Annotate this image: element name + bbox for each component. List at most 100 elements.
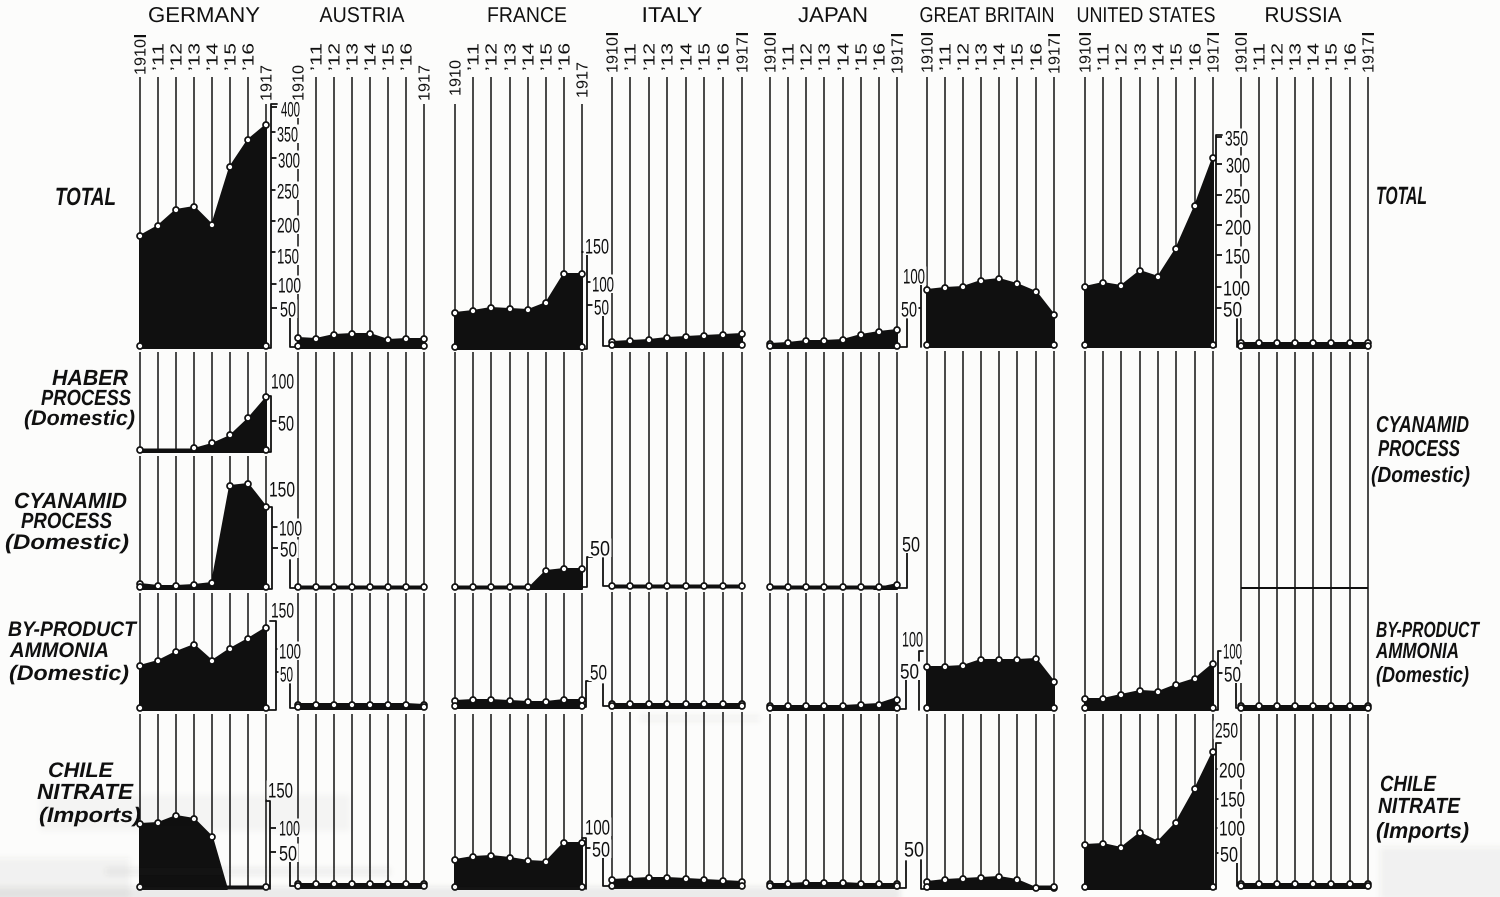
svg-text:PROCESS: PROCESS	[21, 508, 112, 533]
svg-text:FRANCE: FRANCE	[487, 3, 567, 27]
svg-text:100: 100	[271, 371, 294, 394]
svg-text:’16: ’16	[1188, 43, 1205, 71]
svg-text:1917: 1917	[575, 62, 592, 98]
svg-text:250: 250	[1215, 720, 1238, 743]
svg-text:1917: 1917	[1361, 37, 1378, 73]
svg-text:250: 250	[277, 181, 299, 204]
svg-text:CYANAMID: CYANAMID	[14, 488, 127, 513]
svg-text:50: 50	[1223, 299, 1242, 322]
svg-text:’15: ’15	[1324, 43, 1341, 71]
svg-text:’16: ’16	[1029, 43, 1046, 71]
svg-text:150: 150	[277, 246, 299, 269]
svg-text:BY-PRODUCT: BY-PRODUCT	[1376, 617, 1480, 642]
svg-text:’13: ’13	[187, 43, 204, 71]
svg-text:NITRATE: NITRATE	[1378, 793, 1461, 818]
svg-text:(Imports): (Imports)	[1376, 818, 1469, 843]
svg-text:(Domestic): (Domestic)	[5, 531, 129, 554]
svg-text:1917: 1917	[735, 37, 752, 73]
svg-text:100: 100	[279, 518, 302, 541]
svg-text:100: 100	[903, 266, 925, 289]
svg-text:CYANAMID: CYANAMID	[1376, 411, 1469, 437]
svg-text:’14: ’14	[836, 43, 853, 71]
svg-text:ITALY: ITALY	[642, 3, 703, 27]
svg-text:’11: ’11	[466, 43, 483, 71]
svg-text:150: 150	[271, 600, 294, 623]
svg-text:350: 350	[277, 124, 298, 147]
svg-text:’11: ’11	[309, 43, 326, 71]
svg-text:200: 200	[1219, 760, 1245, 783]
svg-text:50: 50	[1220, 844, 1238, 867]
svg-text:’16: ’16	[872, 43, 889, 71]
svg-text:1910: 1910	[920, 37, 937, 73]
svg-text:(Imports): (Imports)	[39, 804, 141, 827]
svg-text:’14: ’14	[992, 43, 1009, 71]
svg-text:CHILE: CHILE	[48, 759, 114, 782]
svg-text:100: 100	[1223, 641, 1242, 664]
svg-text:100: 100	[279, 641, 301, 664]
svg-text:50: 50	[279, 843, 297, 866]
svg-text:’14: ’14	[363, 43, 380, 71]
svg-text:’13: ’13	[974, 43, 991, 71]
svg-text:BY-PRODUCT: BY-PRODUCT	[8, 618, 138, 641]
svg-text:JAPAN: JAPAN	[798, 3, 868, 27]
svg-text:’13: ’13	[503, 43, 520, 71]
svg-text:TOTAL: TOTAL	[55, 183, 116, 211]
svg-text:1910: 1910	[448, 60, 465, 96]
svg-text:50: 50	[594, 297, 609, 320]
svg-text:’15: ’15	[223, 43, 240, 71]
svg-text:1910: 1910	[605, 37, 622, 73]
svg-text:’11: ’11	[938, 43, 955, 71]
svg-text:(Domestic): (Domestic)	[1376, 662, 1469, 687]
svg-text:1917: 1917	[417, 65, 434, 101]
svg-text:’11: ’11	[623, 43, 640, 71]
svg-text:’12: ’12	[956, 43, 973, 71]
svg-text:(Domestic): (Domestic)	[24, 407, 135, 430]
svg-text:100: 100	[279, 818, 300, 841]
svg-text:50: 50	[901, 299, 917, 322]
svg-text:’15: ’15	[1169, 43, 1186, 71]
svg-text:’15: ’15	[697, 43, 714, 71]
svg-text:’15: ’15	[381, 43, 398, 71]
svg-text:50: 50	[590, 662, 607, 685]
svg-text:AUSTRIA: AUSTRIA	[320, 3, 406, 27]
svg-text:1910: 1910	[1234, 37, 1251, 73]
svg-text:200: 200	[1225, 217, 1251, 240]
svg-text:RUSSIA: RUSSIA	[1265, 3, 1343, 27]
svg-text:’14: ’14	[1151, 43, 1168, 71]
svg-text:’14: ’14	[679, 43, 696, 71]
svg-text:1910: 1910	[1078, 37, 1095, 73]
svg-text:’13: ’13	[1133, 43, 1150, 71]
svg-text:100: 100	[1223, 278, 1250, 301]
svg-text:1910: 1910	[291, 65, 308, 101]
svg-text:200: 200	[277, 215, 300, 238]
svg-text:AMMONIA: AMMONIA	[1375, 638, 1459, 663]
svg-text:150: 150	[1225, 246, 1250, 269]
svg-text:’16: ’16	[1343, 43, 1360, 71]
svg-text:’12: ’12	[799, 43, 816, 71]
svg-text:1917: 1917	[1206, 37, 1223, 73]
svg-text:300: 300	[278, 150, 300, 173]
svg-text:HABER: HABER	[52, 365, 128, 390]
svg-text:’13: ’13	[817, 43, 834, 71]
svg-text:’12: ’12	[642, 43, 659, 71]
svg-text:’11: ’11	[781, 43, 798, 71]
svg-text:150: 150	[268, 780, 293, 803]
svg-text:GERMANY: GERMANY	[148, 3, 260, 27]
svg-text:100: 100	[585, 817, 610, 840]
svg-text:50: 50	[280, 539, 297, 562]
svg-text:’14: ’14	[205, 43, 222, 71]
svg-text:’13: ’13	[1288, 43, 1305, 71]
svg-text:AMMONIA: AMMONIA	[9, 639, 109, 662]
svg-text:50: 50	[280, 299, 296, 322]
svg-text:’12: ’12	[327, 43, 344, 71]
svg-text:’11: ’11	[1252, 43, 1269, 71]
svg-text:100: 100	[902, 629, 923, 652]
svg-text:1917: 1917	[1047, 38, 1064, 74]
svg-text:’16: ’16	[399, 43, 416, 71]
svg-text:100: 100	[592, 274, 614, 297]
svg-text:’11: ’11	[1096, 43, 1113, 71]
svg-text:GREAT BRITAIN: GREAT BRITAIN	[920, 3, 1055, 27]
svg-text:50: 50	[902, 534, 920, 557]
svg-text:PROCESS: PROCESS	[41, 385, 131, 410]
svg-text:50: 50	[904, 839, 924, 862]
